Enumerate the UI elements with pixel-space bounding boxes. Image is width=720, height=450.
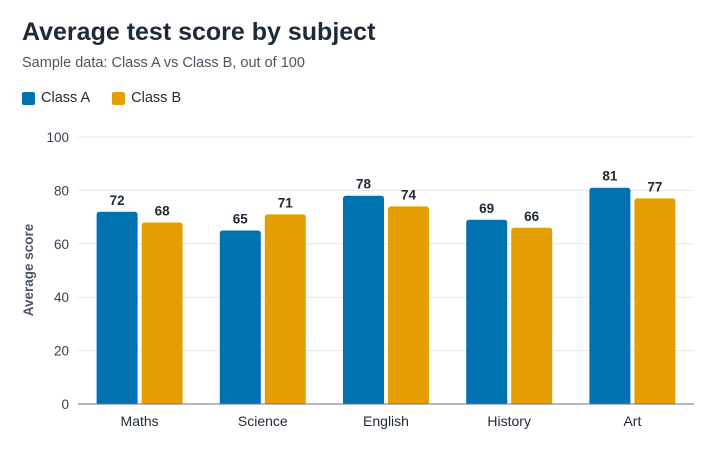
y-tick-label: 100 <box>46 130 69 145</box>
x-tick-label: Art <box>623 413 641 429</box>
legend-label-class-a: Class A <box>41 90 91 106</box>
bar-class-a-english <box>343 195 384 404</box>
data-label-class-b-maths: 68 <box>155 203 171 218</box>
y-tick-label: 20 <box>54 344 69 359</box>
data-label-class-a-art: 81 <box>602 169 618 184</box>
bar-class-b-science <box>264 214 306 404</box>
data-label-class-b-history: 66 <box>524 209 540 224</box>
data-label-class-b-english: 74 <box>401 187 417 202</box>
legend-item-class-b: Class B <box>112 90 181 106</box>
y-tick-label: 60 <box>54 237 69 252</box>
bar-class-a-maths <box>96 211 138 404</box>
x-axis-ticks: Maths Science English History Art <box>121 413 642 429</box>
data-label-class-b-art: 77 <box>647 179 662 194</box>
chart-title: Average test score by subject <box>22 18 376 46</box>
x-tick-label: History <box>487 413 531 429</box>
y-tick-label: 0 <box>61 397 69 412</box>
bar-class-b-maths <box>141 222 183 404</box>
legend-label-class-b: Class B <box>131 90 182 106</box>
bars <box>96 187 676 404</box>
legend-item-class-a: Class A <box>22 90 90 106</box>
y-axis-ticks: 0 20 40 60 80 100 <box>46 130 69 412</box>
data-label-class-a-science: 65 <box>233 211 249 226</box>
data-labels: 72 68 65 71 78 74 69 66 81 77 <box>110 169 663 227</box>
bar-class-a-history <box>466 219 508 404</box>
x-tick-label: Science <box>238 413 288 429</box>
bar-class-b-history <box>511 227 553 404</box>
data-label-class-b-science: 71 <box>278 195 294 210</box>
bar-class-b-english <box>388 206 429 404</box>
data-label-class-a-history: 69 <box>479 201 494 216</box>
legend: Class A Class B <box>22 90 203 106</box>
chart-subtitle: Sample data: Class A vs Class B, out of … <box>22 55 305 71</box>
y-tick-label: 40 <box>54 290 69 305</box>
bar-class-b-art <box>634 198 676 404</box>
legend-swatch-class-a <box>22 91 35 105</box>
data-label-class-a-english: 78 <box>356 177 372 192</box>
x-tick-label: Maths <box>121 413 159 429</box>
bar-class-a-art <box>589 187 631 404</box>
y-tick-label: 80 <box>54 183 69 198</box>
bar-class-a-science <box>219 230 261 404</box>
x-tick-label: English <box>363 413 409 429</box>
data-label-class-a-maths: 72 <box>110 193 125 208</box>
y-axis-label: Average score <box>21 223 36 316</box>
legend-swatch-class-b <box>112 91 126 105</box>
